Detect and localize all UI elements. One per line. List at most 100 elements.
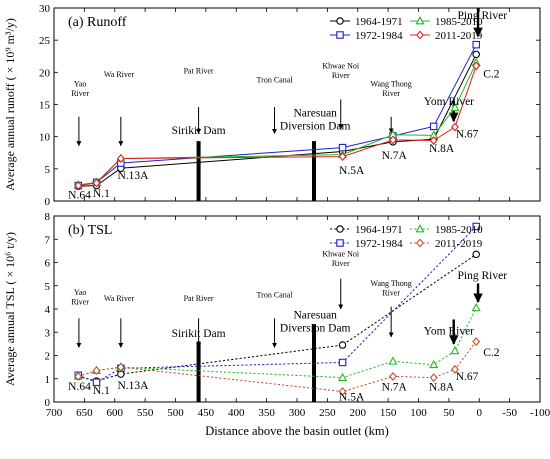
annotation-line: Tron Canal (257, 290, 294, 299)
data-point (389, 135, 397, 145)
x-axis-label: Distance above the basin outlet (km) (205, 424, 389, 438)
data-point (472, 61, 481, 71)
annotation-line: N.13A (117, 380, 149, 392)
y-tick-label: 5 (45, 164, 51, 176)
data-point (338, 341, 347, 349)
data-point (388, 356, 398, 365)
annotation: Yao River (71, 79, 89, 98)
annotation: Wang Thong River (371, 79, 412, 98)
x-tick-label: 550 (137, 407, 154, 419)
data-point (116, 362, 125, 372)
x-tick-label: 50 (443, 407, 455, 419)
annotation-line: N.5A (339, 391, 365, 403)
annotation: Ping River (458, 270, 508, 282)
annotation: C.2 (483, 347, 500, 359)
series-line (78, 54, 477, 187)
annotation: Naresuan Diversion Dam (280, 309, 351, 334)
data-point (338, 387, 347, 396)
y-tick-label: 20 (39, 67, 51, 79)
annotation-line: River (71, 298, 89, 307)
series-line (78, 226, 477, 383)
annotation-line: N.67 (456, 371, 479, 383)
annotation: Wa River (104, 294, 135, 303)
data-point (336, 31, 344, 39)
annotation: Wa River (104, 70, 135, 79)
legend-label: 1972-1984 (355, 238, 403, 250)
annotation: N.7A (382, 381, 408, 393)
data-point (74, 181, 83, 190)
annotation-line: River (382, 288, 400, 297)
y-tick-label: 15 (39, 100, 51, 112)
y-tick-label: 4 (45, 304, 51, 316)
data-point (451, 122, 459, 132)
annotation-line: Naresuan (294, 108, 338, 120)
y-tick-label: 0 (45, 196, 51, 208)
annotation-line: Ping River (458, 10, 508, 22)
annotation: N.64 (68, 381, 91, 393)
annotation-line: Wang Thong (371, 79, 412, 88)
x-tick-label: 450 (198, 407, 215, 419)
annotation-line: N.64 (68, 189, 91, 201)
y-tick-label: 0 (45, 397, 51, 409)
annotation-line: River (332, 259, 350, 268)
x-tick-label: 200 (350, 407, 367, 419)
annotation-line: Khwae Noi (322, 250, 359, 259)
annotation: Yom River (424, 326, 474, 338)
y-tick-label: 7 (45, 234, 51, 246)
legend-label: 1972-1984 (355, 30, 403, 42)
annotation-line: N.67 (456, 128, 479, 140)
annotation: Sirikit Dam (172, 125, 226, 137)
annotation: Sirikit Dam (172, 328, 226, 340)
panel-label: (a) Runoff (68, 15, 127, 30)
annotation: Tron Canal (257, 76, 294, 85)
x-tick-label: 150 (380, 407, 397, 419)
data-point (92, 366, 101, 376)
annotation-line: Yom River (424, 326, 474, 338)
x-tick-label: 650 (76, 407, 93, 419)
x-tick-label: 0 (477, 407, 483, 419)
y-tick-label: 30 (39, 3, 51, 15)
x-tick-label: 300 (289, 407, 306, 419)
data-point (416, 30, 424, 40)
annotation: N.5A (339, 165, 365, 177)
legend-label: 2011-2019 (435, 30, 483, 42)
data-point (429, 122, 438, 131)
annotation: N.1 (93, 188, 110, 200)
annotation-line: N.1 (93, 385, 110, 397)
annotation: Naresuan Diversion Dam (280, 108, 351, 133)
annotation: Wang Thong River (371, 279, 412, 298)
data-point (451, 365, 459, 374)
data-point (92, 178, 101, 188)
y-axis-label: Average annual TSL ( × 10⁶ t/y) (3, 232, 17, 386)
data-point (472, 50, 480, 59)
data-point (338, 372, 348, 381)
annotation-line: N.5A (339, 165, 365, 177)
annotation: N.5A (339, 391, 365, 403)
data-point (74, 371, 83, 381)
data-point (472, 40, 480, 49)
x-tick-label: 700 (46, 407, 63, 419)
annotation-line: Wang Thong (371, 279, 412, 288)
annotation: N.67 (456, 371, 479, 383)
annotation: N.13A (117, 380, 149, 392)
data-point (336, 17, 344, 25)
y-axis-label: Average annual runoff ( × 10⁹ m³/y) (3, 18, 17, 191)
annotation: N.8A (429, 143, 455, 155)
data-point (336, 239, 344, 247)
annotation: Pat River (184, 67, 214, 76)
annotation-line: N.7A (382, 381, 408, 393)
data-point (429, 136, 438, 145)
annotation: Khwae Noi River (322, 250, 359, 269)
annotation-line: Sirikit Dam (172, 125, 226, 137)
series-line (78, 341, 477, 393)
annotation: Yom River (424, 96, 474, 108)
data-point (472, 222, 480, 231)
annotation-line: N.7A (382, 150, 408, 162)
data-point (336, 225, 344, 233)
series-line (78, 65, 477, 187)
y-tick-label: 2 (45, 351, 51, 363)
data-point (416, 238, 424, 248)
legend-label: 2011-2019 (435, 238, 483, 250)
